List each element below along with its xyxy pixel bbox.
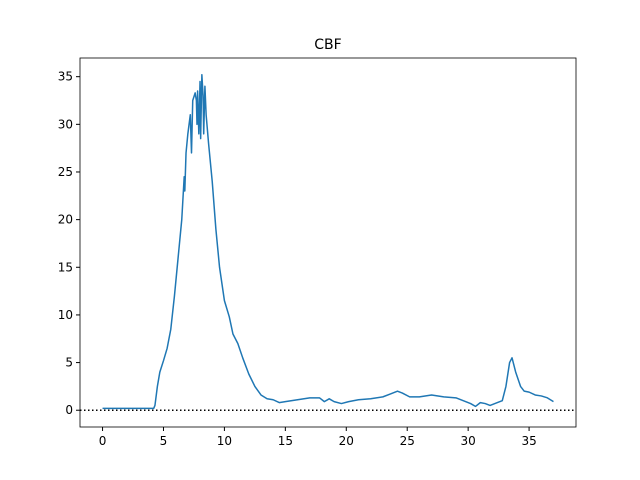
x-tick-label: 20 bbox=[339, 434, 354, 448]
x-tick-label: 15 bbox=[278, 434, 293, 448]
plot-frame bbox=[79, 57, 577, 428]
chart-title: CBF bbox=[314, 37, 341, 53]
y-tick-label: 5 bbox=[65, 356, 73, 370]
y-tick-label: 20 bbox=[58, 213, 73, 227]
y-tick-label: 10 bbox=[58, 308, 73, 322]
x-tick-label: 35 bbox=[521, 434, 536, 448]
y-tick-label: 0 bbox=[65, 403, 73, 417]
x-tick-label: 5 bbox=[160, 434, 168, 448]
y-tick-label: 35 bbox=[58, 70, 73, 84]
y-tick-label: 15 bbox=[58, 260, 73, 274]
data-line bbox=[102, 74, 554, 410]
y-tick-label: 30 bbox=[58, 117, 73, 131]
x-tick-label: 0 bbox=[99, 434, 107, 448]
x-tick-label: 30 bbox=[461, 434, 476, 448]
y-tick-label: 25 bbox=[58, 165, 73, 179]
x-tick-label: 25 bbox=[400, 434, 415, 448]
x-tick-label: 10 bbox=[217, 434, 232, 448]
